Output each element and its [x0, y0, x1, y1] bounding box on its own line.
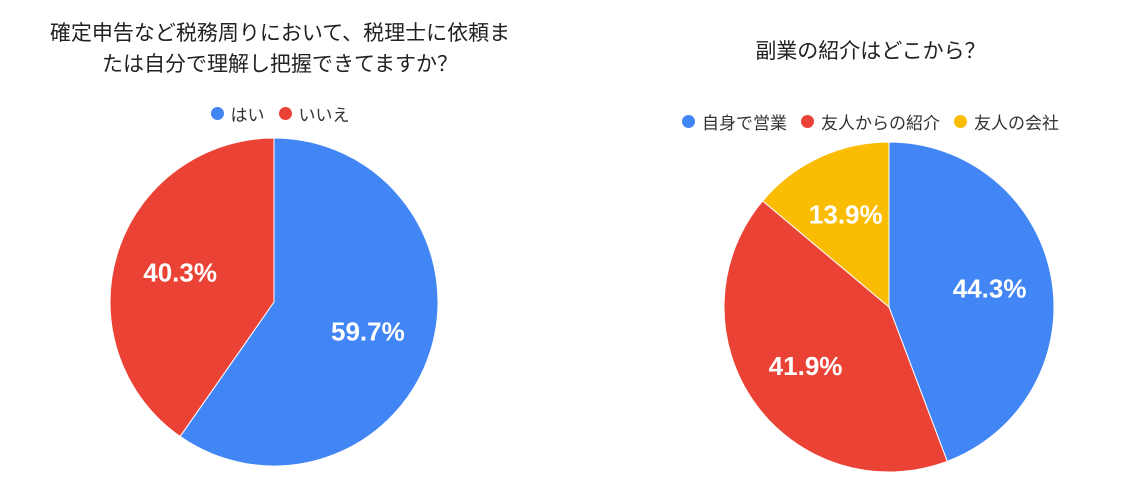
legend-label: 友人の会社	[974, 114, 1059, 134]
slice-value-label: 13.9%	[809, 199, 883, 229]
legend-dot-icon	[954, 115, 967, 128]
legend-item-friend-referral: 友人からの紹介	[801, 109, 940, 134]
legend-dot-icon	[801, 115, 814, 128]
legend-label: いいえ	[298, 106, 350, 126]
legend-dot-icon	[210, 107, 224, 120]
pie-slice	[761, 141, 890, 309]
slice-value-label: 41.9%	[769, 351, 843, 381]
legend-label: 自身で営業	[702, 114, 787, 134]
legend-dot-icon	[682, 115, 695, 128]
pie-slice	[179, 137, 439, 467]
legend-item-yes: はい	[210, 101, 265, 126]
chart-title: 副業の紹介はどこから？	[755, 39, 986, 63]
legend-label: はい	[230, 106, 265, 126]
chart-title: 確定申告など税務周りにおいて、税理士に依頼ま たは自分で理解し把握できてますか？	[49, 21, 511, 76]
pie-plot: 44.3% 41.9% 13.9%	[723, 141, 1055, 473]
legend-item-self-sales: 自身で営業	[682, 109, 787, 134]
legend-dot-icon	[278, 107, 292, 120]
pie-chart-referral-source: 副業の紹介はどこから？ 自身で営業 友人からの紹介 友人の会社 44.3% 41.…	[600, 0, 1141, 497]
legend-label: 友人からの紹介	[821, 114, 940, 134]
pie-slice	[723, 200, 948, 473]
legend-item-friend-company: 友人の会社	[954, 109, 1059, 134]
pie-chart-tax-understanding: 確定申告など税務周りにおいて、税理士に依頼ま たは自分で理解し把握できてますか？…	[0, 0, 560, 497]
pie-slice	[888, 141, 1055, 463]
chart-legend: 自身で営業 友人からの紹介 友人の会社	[600, 109, 1141, 134]
pie-slice	[109, 137, 275, 438]
pie-plot: 59.7% 40.3%	[109, 137, 439, 467]
slice-value-label: 44.3%	[953, 274, 1027, 304]
slice-value-label: 40.3%	[143, 257, 217, 287]
legend-item-no: いいえ	[278, 101, 350, 126]
slice-value-label: 59.7%	[331, 317, 405, 347]
chart-legend: はい いいえ	[0, 101, 560, 126]
